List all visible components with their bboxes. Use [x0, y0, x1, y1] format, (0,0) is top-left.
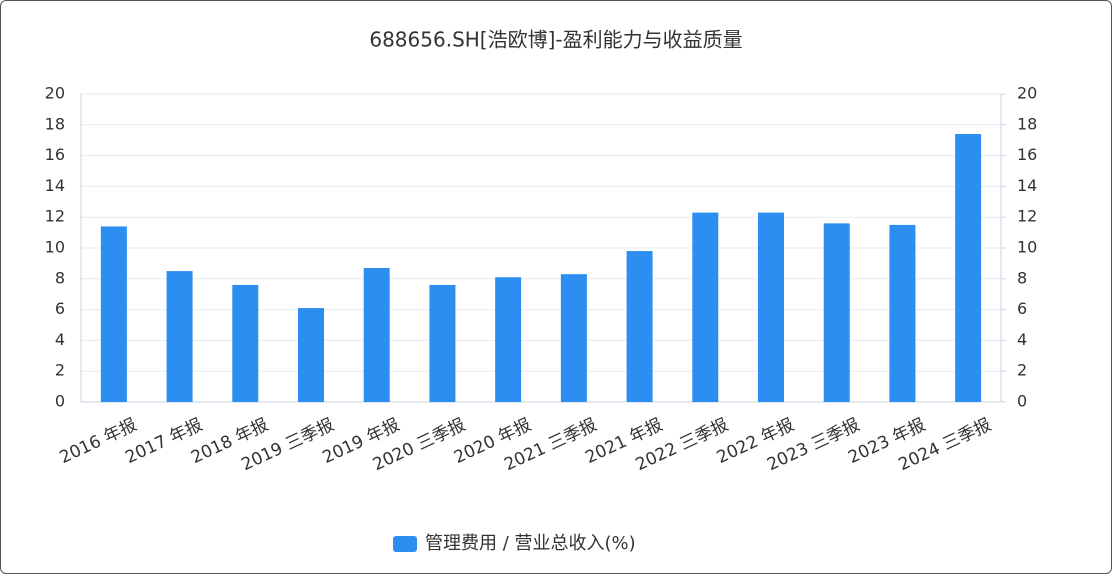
y-tick-label: 16	[45, 145, 65, 164]
bar	[429, 284, 456, 402]
bar	[889, 224, 916, 402]
y2-tick-label: 16	[1017, 145, 1037, 164]
bar	[495, 277, 522, 402]
y2-tick-label: 14	[1017, 176, 1037, 195]
y-tick-label: 20	[45, 84, 65, 103]
y-tick-label: 8	[55, 268, 65, 287]
y2-tick-label: 10	[1017, 238, 1037, 257]
bar	[626, 251, 653, 402]
y2-tick-label: 12	[1017, 207, 1037, 226]
y-tick-label: 10	[45, 238, 65, 257]
y2-tick-label: 6	[1017, 299, 1027, 318]
y-tick-label: 14	[45, 176, 65, 195]
y-tick-label: 0	[55, 392, 65, 411]
bar	[823, 223, 850, 402]
y-tick-label: 4	[55, 330, 65, 349]
y2-tick-label: 20	[1017, 84, 1037, 103]
y-tick-label: 12	[45, 207, 65, 226]
bar	[955, 134, 982, 403]
legend-label: 管理费用 / 营业总收入(%)	[425, 533, 636, 554]
bar	[166, 271, 193, 402]
y2-tick-label: 18	[1017, 114, 1037, 133]
bar	[298, 308, 324, 402]
y2-tick-label: 0	[1017, 392, 1027, 411]
chart-title: 688656.SH[浩欧博]-盈利能力与收益质量	[369, 28, 742, 52]
bar	[232, 284, 259, 402]
bar	[100, 226, 127, 402]
y-tick-label: 18	[45, 114, 65, 133]
bar	[560, 274, 587, 402]
bar	[692, 212, 719, 402]
legend-swatch	[393, 536, 417, 552]
bar	[363, 268, 390, 402]
bar	[758, 212, 784, 402]
y2-tick-label: 2	[1017, 361, 1027, 380]
y2-tick-label: 4	[1017, 330, 1027, 349]
y2-tick-label: 8	[1017, 268, 1027, 287]
y-tick-label: 2	[55, 361, 65, 380]
y-tick-label: 6	[55, 299, 65, 318]
